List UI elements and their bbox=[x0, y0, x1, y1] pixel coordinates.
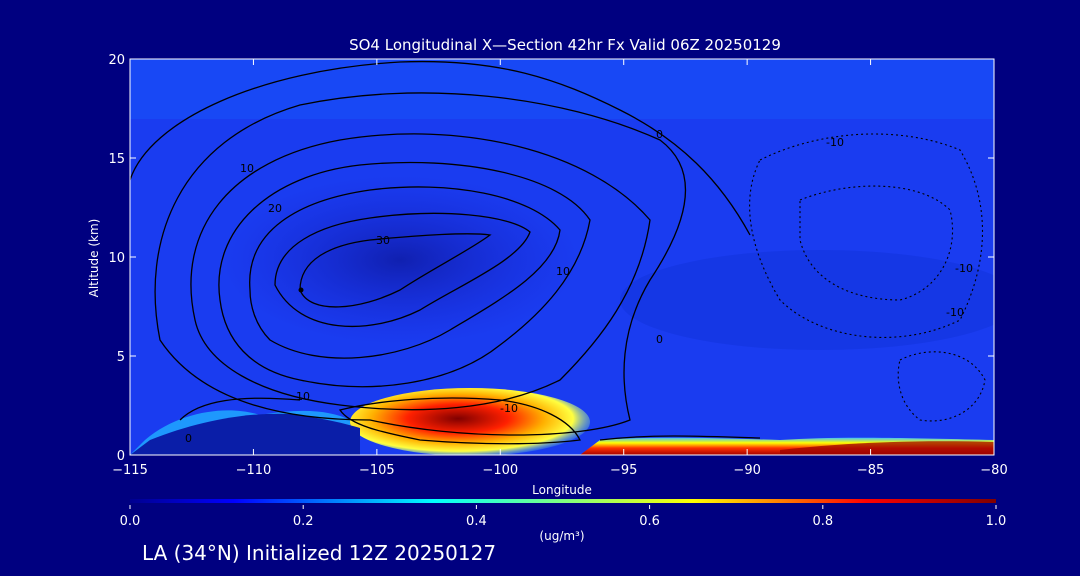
initialization-label: LA (34°N) Initialized 12Z 20250127 bbox=[142, 541, 497, 565]
eastern-mid-region bbox=[620, 250, 994, 350]
colorbar-tick-label: 1.0 bbox=[986, 514, 1007, 529]
terrain bbox=[130, 413, 360, 455]
y-tick-label: 15 bbox=[108, 152, 125, 167]
contour-line bbox=[274, 212, 531, 328]
contour-line bbox=[897, 351, 986, 422]
contour-line bbox=[299, 233, 492, 308]
colorbar-unit-label: (ug/m³) bbox=[539, 529, 584, 543]
colorbar-ticks: 0.0 0.2 0.4 0.6 0.8 1.0 bbox=[120, 505, 1007, 529]
contour-label: 10 bbox=[296, 390, 310, 403]
colorbar-gradient bbox=[130, 499, 996, 503]
x-axis-label: Longitude bbox=[532, 483, 592, 497]
colorbar-tick-label: 0.4 bbox=[466, 514, 487, 529]
contour-label: 0 bbox=[185, 432, 192, 445]
colorbar-tick-label: 0.2 bbox=[293, 514, 314, 529]
contour-line bbox=[338, 397, 581, 445]
contour-line bbox=[190, 133, 651, 411]
y-axis: 0 5 10 15 20 bbox=[108, 53, 994, 464]
contour-line bbox=[218, 161, 591, 388]
contour-label: 20 bbox=[268, 202, 282, 215]
contour-label: -10 bbox=[955, 262, 973, 275]
negative-contours bbox=[749, 133, 986, 422]
y-tick-label: 5 bbox=[117, 350, 125, 365]
contour-label: 0 bbox=[656, 128, 663, 141]
contour-label: 0 bbox=[656, 333, 663, 346]
x-tick-label: −115 bbox=[112, 463, 148, 478]
contour-line bbox=[749, 133, 984, 338]
x-tick-label: −95 bbox=[610, 463, 637, 478]
contour-label: 10 bbox=[556, 265, 570, 278]
x-tick-label: −80 bbox=[980, 463, 1007, 478]
colorbar-tick-label: 0.8 bbox=[812, 514, 833, 529]
colorbar-tick-label: 0.0 bbox=[120, 514, 141, 529]
eastern-surface-peak bbox=[780, 441, 994, 455]
colorbar-tick-label: 0.6 bbox=[639, 514, 660, 529]
x-tick-label: −85 bbox=[857, 463, 884, 478]
contour-line bbox=[249, 186, 561, 359]
colorbar: 0.0 0.2 0.4 0.6 0.8 1.0 (ug/m³) bbox=[120, 499, 1007, 543]
contour-line bbox=[130, 60, 751, 236]
contour-label: 10 bbox=[240, 162, 254, 175]
x-tick-label: −90 bbox=[733, 463, 760, 478]
contour-line bbox=[599, 435, 761, 441]
contour-label: -10 bbox=[946, 306, 964, 319]
contour-line bbox=[154, 92, 687, 436]
contour-line bbox=[179, 397, 301, 421]
x-axis: −115 −110 −105 −100 −95 −90 −85 −80 bbox=[112, 59, 1008, 478]
x-tick-label: −100 bbox=[482, 463, 518, 478]
contour-label: -10 bbox=[500, 402, 518, 415]
y-tick-label: 0 bbox=[117, 449, 125, 464]
contour-lines bbox=[130, 60, 761, 445]
plot-area: 0 10 20 30 -10 10 0 10 0 -10 -10 -10 bbox=[130, 59, 994, 455]
contour-label: -10 bbox=[826, 136, 844, 149]
x-tick-label: −105 bbox=[359, 463, 395, 478]
x-tick-label: −110 bbox=[236, 463, 272, 478]
max-marker bbox=[298, 287, 304, 293]
low-concentration-core bbox=[220, 175, 580, 345]
contour-line bbox=[799, 185, 954, 301]
contour-labels: 0 10 20 30 -10 10 0 10 0 -10 -10 -10 bbox=[185, 128, 973, 445]
y-tick-label: 20 bbox=[108, 53, 125, 68]
y-axis-label: Altitude (km) bbox=[87, 219, 101, 298]
contour-label: 30 bbox=[376, 234, 390, 247]
upper-band bbox=[130, 59, 994, 119]
chart-title: SO4 Longitudinal X—Section 42hr Fx Valid… bbox=[349, 36, 781, 54]
y-tick-label: 10 bbox=[108, 251, 125, 266]
